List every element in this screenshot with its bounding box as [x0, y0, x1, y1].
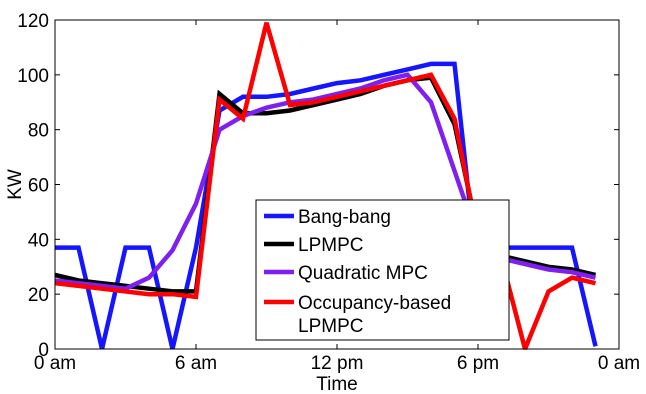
x-axis-label: Time — [316, 374, 358, 394]
x-tick-label: 0 am — [34, 353, 76, 374]
legend-label-3: Quadratic MPC — [298, 263, 428, 284]
x-tick-label: 12 pm — [311, 353, 364, 374]
legend-label-2: LPMPC — [298, 235, 363, 256]
y-axis-label: KW — [5, 169, 26, 200]
x-tick-label: 0 am — [598, 353, 640, 374]
legend-box — [255, 199, 510, 341]
legend-label-1: Bang-bang — [298, 207, 391, 228]
legend-label-4: Occupancy-based — [298, 293, 451, 314]
y-tick-label: 40 — [28, 230, 49, 251]
y-tick-label: 60 — [28, 176, 49, 197]
axis-ticks: 0 20 40 60 80 100 120 0 am 6 am 12 pm 6 pm 0 am — [17, 11, 640, 374]
y-tick-label: 20 — [28, 285, 49, 306]
x-tick-label: 6 pm — [457, 353, 499, 374]
y-tick-label: 100 — [17, 66, 49, 87]
legend: Bang-bang LPMPC Quadratic MPC Occupancy-bas… — [255, 199, 510, 341]
legend-label-4: LPMPC — [298, 316, 363, 337]
x-tick-label: 6 am — [175, 353, 217, 374]
y-tick-label: 120 — [17, 11, 49, 32]
y-tick-label: 0 — [38, 340, 49, 361]
y-tick-label: 80 — [28, 121, 49, 142]
